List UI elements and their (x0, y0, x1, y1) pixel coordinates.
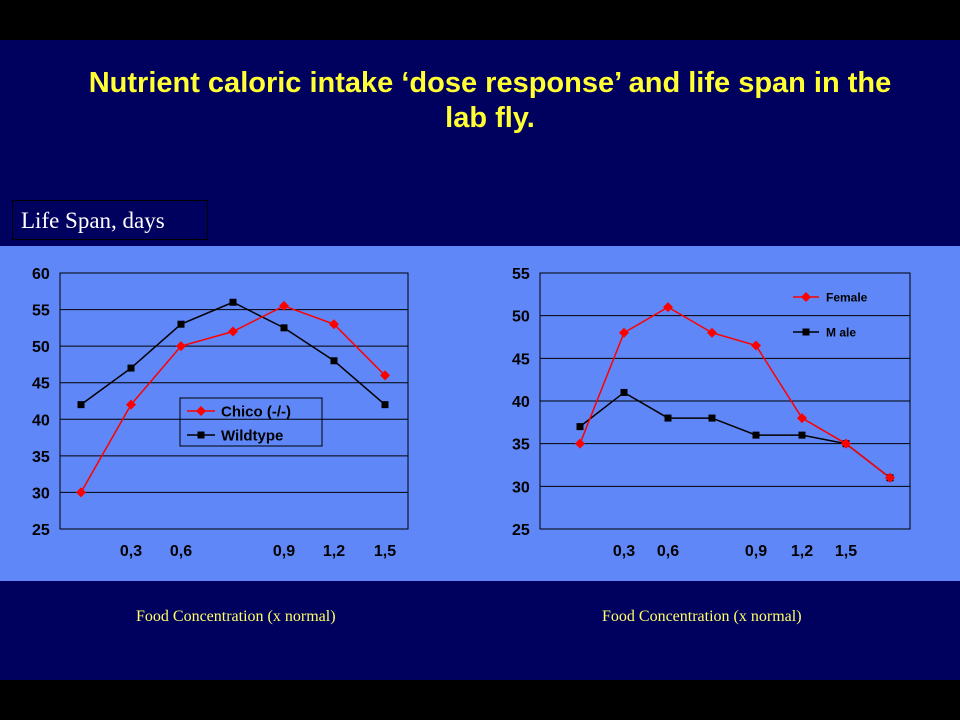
x-tick-label: 0,6 (657, 543, 679, 560)
data-point-diamond (885, 472, 895, 483)
data-point-square (752, 431, 760, 439)
legend-marker-square (802, 328, 810, 336)
legend-box (179, 397, 323, 447)
data-point-diamond (751, 340, 761, 351)
plot-area (59, 272, 409, 530)
legend-marker-square (197, 431, 205, 439)
slide-title: Nutrient caloric intake ‘dose response’ … (88, 67, 892, 134)
y-tick-label: 45 (512, 351, 530, 368)
data-point-square (620, 388, 628, 396)
x-tick-label: 1,5 (374, 543, 396, 560)
y-tick-label: 50 (32, 339, 50, 356)
data-point-diamond (228, 326, 238, 337)
y-tick-label: 40 (512, 394, 530, 411)
x-tick-label: 1,5 (835, 543, 857, 560)
data-point-diamond (176, 341, 186, 352)
x-tick-label: 1,2 (323, 543, 345, 560)
data-point-diamond (279, 300, 289, 311)
data-point-square (381, 401, 389, 409)
legend-marker-diamond (801, 292, 811, 302)
y-tick-label: 55 (512, 266, 530, 283)
x-tick-label: 0,3 (613, 543, 635, 560)
data-point-diamond (329, 319, 339, 330)
series-line (579, 391, 891, 479)
data-point-square (798, 431, 806, 439)
data-point-square (177, 320, 185, 328)
chart-right: 25 30 35 40 45 50 55 0,3 0,6 0,9 1,2 1,5 Female M ale (512, 266, 911, 560)
x-axis-caption-left: Food Concentration (x normal) (136, 608, 336, 625)
series-line (579, 306, 891, 479)
x-axis-caption-right: Food Concentration (x normal) (602, 608, 802, 625)
data-point-diamond (663, 302, 673, 313)
data-point-square (576, 423, 584, 431)
data-point-square (229, 298, 237, 306)
data-point-diamond (380, 370, 390, 381)
legend-label: Chico (-/-) (221, 404, 291, 421)
data-point-square (280, 324, 288, 332)
legend-label: M ale (826, 326, 856, 340)
legend-label: Wildtype (221, 428, 283, 445)
x-tick-label: 1,2 (791, 543, 813, 560)
series-line (80, 301, 386, 406)
y-tick-label: 55 (32, 303, 50, 320)
x-tick-label: 0,9 (273, 543, 295, 560)
x-tick-label: 0,9 (745, 543, 767, 560)
y-tick-label: 45 (32, 376, 50, 393)
x-tick-label: 0,3 (120, 543, 142, 560)
data-point-square (77, 401, 85, 409)
y-tick-label: 25 (512, 522, 530, 539)
data-point-diamond (707, 327, 717, 338)
legend-label: Female (826, 291, 868, 305)
y-tick-label: 35 (512, 437, 530, 454)
data-point-square (708, 414, 716, 422)
data-point-diamond (841, 438, 851, 449)
data-point-diamond (126, 399, 136, 410)
chart-band (0, 246, 960, 581)
data-point-square (330, 357, 338, 365)
y-tick-label: 50 (512, 309, 530, 326)
y-axis-label: Life Span, days (12, 200, 208, 240)
y-tick-label: 40 (32, 412, 50, 429)
chart-left: 25 30 35 40 45 50 55 60 0,3 0,6 0,9 1,2 1,5 Chico (-/… (32, 266, 409, 560)
data-point-diamond (76, 487, 86, 498)
plot-area (539, 272, 911, 530)
data-point-diamond (797, 413, 807, 424)
data-point-square (127, 364, 135, 372)
x-tick-label: 0,6 (170, 543, 192, 560)
y-tick-label: 60 (32, 266, 50, 283)
data-point-diamond (575, 438, 585, 449)
y-tick-label: 30 (32, 485, 50, 502)
y-tick-label: 30 (512, 479, 530, 496)
legend-marker-diamond (196, 406, 206, 416)
y-tick-label: 25 (32, 522, 50, 539)
y-tick-label: 35 (32, 449, 50, 466)
data-point-square (664, 414, 672, 422)
data-point-diamond (619, 327, 629, 338)
